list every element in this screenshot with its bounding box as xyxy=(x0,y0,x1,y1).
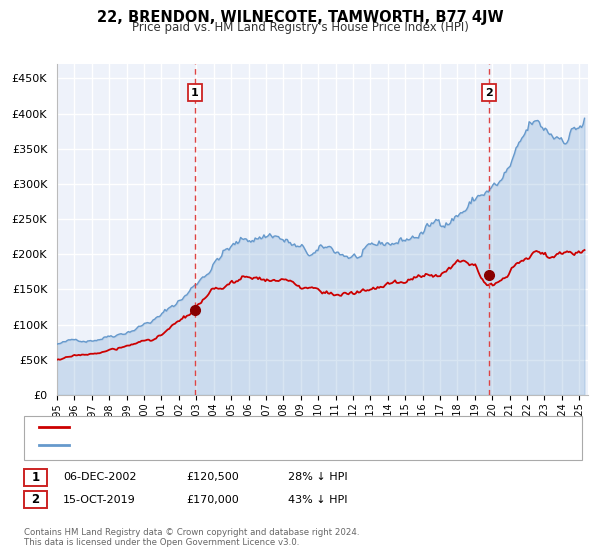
Text: 2: 2 xyxy=(31,493,40,506)
Text: 28% ↓ HPI: 28% ↓ HPI xyxy=(288,472,347,482)
Text: This data is licensed under the Open Government Licence v3.0.: This data is licensed under the Open Gov… xyxy=(24,538,299,547)
Text: £170,000: £170,000 xyxy=(186,494,239,505)
Text: 1: 1 xyxy=(191,87,199,97)
Text: Contains HM Land Registry data © Crown copyright and database right 2024.: Contains HM Land Registry data © Crown c… xyxy=(24,528,359,536)
Text: 15-OCT-2019: 15-OCT-2019 xyxy=(63,494,136,505)
Text: 2: 2 xyxy=(485,87,493,97)
Text: £120,500: £120,500 xyxy=(186,472,239,482)
Text: 43% ↓ HPI: 43% ↓ HPI xyxy=(288,494,347,505)
Text: 06-DEC-2002: 06-DEC-2002 xyxy=(63,472,137,482)
Text: 22, BRENDON, WILNECOTE, TAMWORTH, B77 4JW: 22, BRENDON, WILNECOTE, TAMWORTH, B77 4J… xyxy=(97,10,503,25)
Text: 22, BRENDON, WILNECOTE, TAMWORTH, B77 4JW (detached house): 22, BRENDON, WILNECOTE, TAMWORTH, B77 4J… xyxy=(75,422,428,432)
Text: Price paid vs. HM Land Registry's House Price Index (HPI): Price paid vs. HM Land Registry's House … xyxy=(131,21,469,34)
Text: 1: 1 xyxy=(31,470,40,484)
Text: HPI: Average price, detached house, Tamworth: HPI: Average price, detached house, Tamw… xyxy=(75,440,319,450)
